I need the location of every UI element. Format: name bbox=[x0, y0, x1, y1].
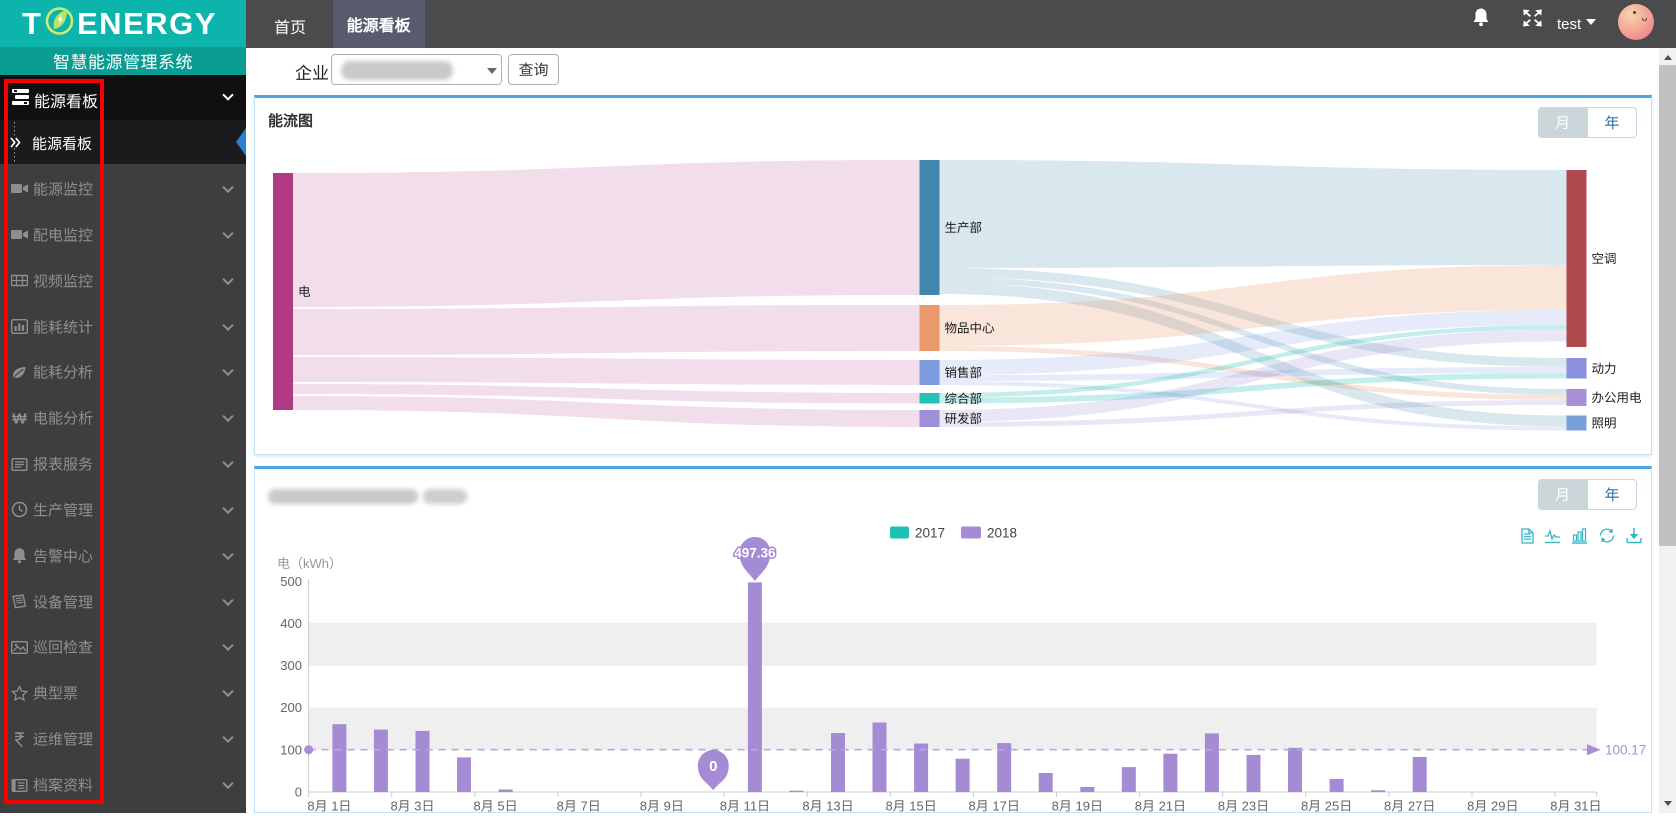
svg-text:8月 27日: 8月 27日 bbox=[1384, 796, 1435, 815]
svg-text:综合部: 综合部 bbox=[945, 388, 983, 407]
svg-text:空调: 空调 bbox=[1592, 248, 1617, 267]
svg-text:电: 电 bbox=[298, 281, 311, 300]
svg-text:100: 100 bbox=[280, 739, 302, 758]
svg-text:8月 17日: 8月 17日 bbox=[969, 796, 1020, 815]
svg-text:100.17: 100.17 bbox=[1605, 739, 1646, 759]
svg-text:办公用电: 办公用电 bbox=[1592, 387, 1643, 406]
svg-text:300: 300 bbox=[280, 655, 302, 674]
svg-text:500: 500 bbox=[280, 571, 302, 590]
svg-text:0: 0 bbox=[709, 755, 717, 776]
svg-text:8月 1日: 8月 1日 bbox=[307, 796, 351, 815]
svg-text:8月 9日: 8月 9日 bbox=[640, 796, 684, 815]
svg-text:8月 19日: 8月 19日 bbox=[1052, 796, 1103, 815]
svg-text:8月 23日: 8月 23日 bbox=[1218, 796, 1269, 815]
svg-text:2017: 2017 bbox=[915, 522, 945, 542]
svg-text:W: W bbox=[12, 410, 27, 427]
svg-text:8月 3日: 8月 3日 bbox=[390, 796, 434, 815]
svg-text:8月 21日: 8月 21日 bbox=[1135, 796, 1186, 815]
svg-text:销售部: 销售部 bbox=[945, 362, 983, 381]
svg-text:8月 11日: 8月 11日 bbox=[720, 796, 770, 815]
svg-text:研发部: 研发部 bbox=[945, 408, 983, 427]
svg-text:照明: 照明 bbox=[1592, 413, 1617, 432]
svg-text:497.36: 497.36 bbox=[734, 542, 776, 562]
svg-text:物品中心: 物品中心 bbox=[945, 318, 996, 337]
svg-text:8月 7日: 8月 7日 bbox=[557, 796, 601, 815]
svg-text:400: 400 bbox=[280, 613, 302, 632]
svg-text:200: 200 bbox=[280, 697, 302, 716]
svg-text:8月 15日: 8月 15日 bbox=[885, 796, 936, 815]
svg-text:8月 25日: 8月 25日 bbox=[1301, 796, 1352, 815]
svg-text:2018: 2018 bbox=[987, 522, 1017, 542]
svg-text:动力: 动力 bbox=[1592, 358, 1617, 377]
svg-text:生产部: 生产部 bbox=[945, 217, 983, 236]
svg-text:8月 5日: 8月 5日 bbox=[474, 796, 518, 815]
svg-text:8月 31日: 8月 31日 bbox=[1550, 796, 1601, 815]
svg-text:0: 0 bbox=[295, 782, 302, 801]
svg-text:8月 29日: 8月 29日 bbox=[1467, 796, 1518, 815]
svg-text:电（kWh）: 电（kWh） bbox=[277, 553, 342, 572]
svg-text:8月 13日: 8月 13日 bbox=[802, 796, 853, 815]
